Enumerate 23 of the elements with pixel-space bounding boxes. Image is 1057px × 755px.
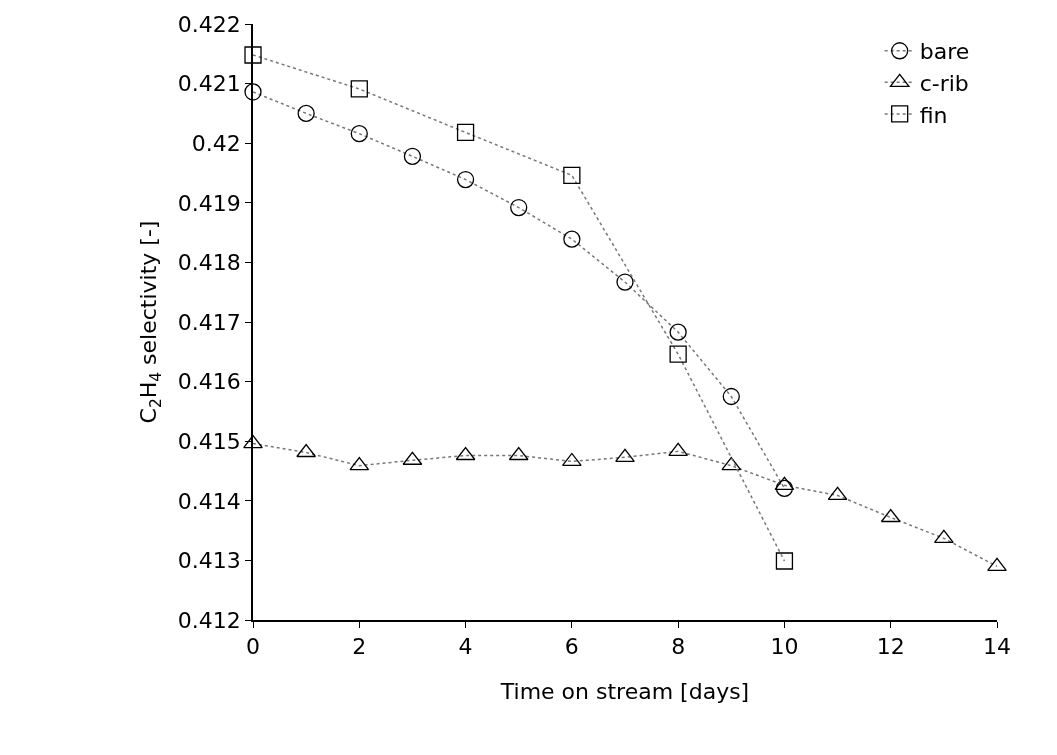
x-tick-label: 10 [770, 634, 799, 660]
y-tick-label: 0.414 [177, 488, 241, 514]
y-tick-label: 0.418 [177, 250, 241, 276]
y-tick-label: 0.413 [177, 548, 241, 574]
x-tick-label: 8 [671, 634, 686, 660]
legend-label: fin [919, 102, 948, 128]
y-tick-label: 0.421 [177, 71, 241, 97]
y-tick-label: 0.416 [177, 369, 241, 395]
x-axis-title: Time on stream [days] [499, 678, 750, 704]
y-tick-label: 0.419 [177, 190, 241, 216]
y-tick-label: 0.417 [177, 309, 241, 335]
x-tick-label: 12 [876, 634, 905, 660]
y-tick-label: 0.415 [177, 428, 241, 454]
x-tick-label: 2 [352, 634, 367, 660]
legend-label: bare [919, 39, 970, 65]
x-tick-label: 6 [564, 634, 579, 660]
y-tick-label: 0.42 [191, 130, 241, 156]
x-tick-label: 14 [983, 634, 1011, 660]
x-tick-label: 0 [246, 634, 260, 660]
y-tick-label: 0.422 [177, 11, 241, 37]
legend-label: c-rib [919, 70, 969, 96]
x-tick-label: 4 [458, 634, 473, 660]
y-tick-label: 0.412 [177, 607, 241, 633]
